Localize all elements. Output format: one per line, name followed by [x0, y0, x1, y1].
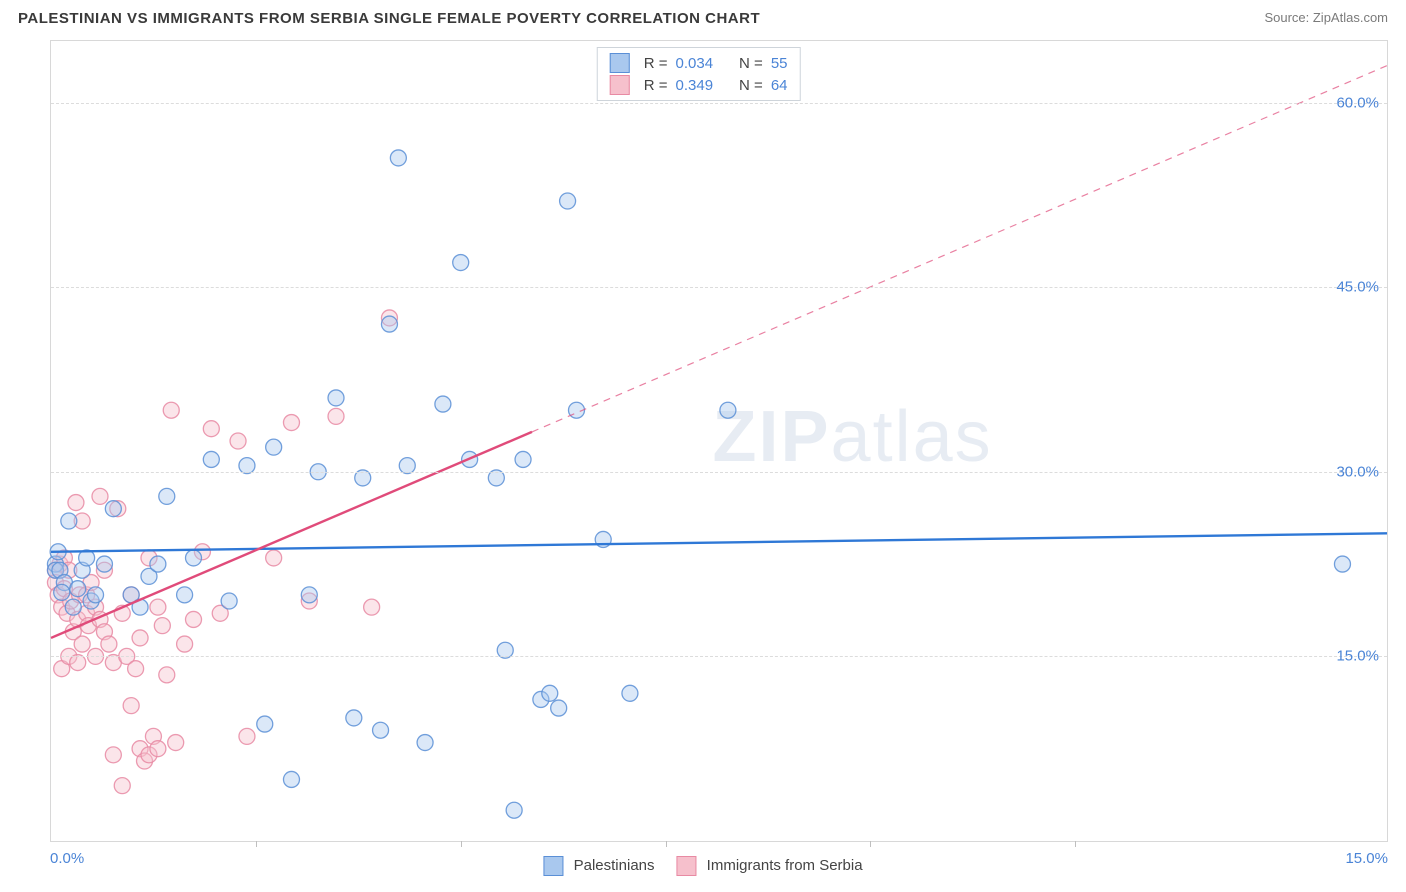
r-value: 0.034	[676, 55, 714, 72]
swatch-pink	[610, 75, 630, 95]
legend-stats-row: R = 0.349 N = 64	[610, 74, 788, 96]
legend-series: Palestinians Immigrants from Serbia	[543, 856, 862, 876]
y-tick-label: 30.0%	[1336, 463, 1379, 480]
r-value: 0.349	[676, 77, 714, 94]
scatter-plot: ZIPatlas R = 0.034 N = 55 R = 0.349 N = …	[50, 40, 1388, 842]
legend-item: Palestinians	[543, 856, 654, 876]
r-label: R =	[644, 77, 668, 94]
legend-stats: R = 0.034 N = 55 R = 0.349 N = 64	[597, 47, 801, 101]
n-label: N =	[739, 55, 763, 72]
legend-stats-row: R = 0.034 N = 55	[610, 52, 788, 74]
swatch-blue	[610, 53, 630, 73]
swatch-pink	[677, 856, 697, 876]
x-max-label: 15.0%	[1345, 850, 1388, 867]
legend-item: Immigrants from Serbia	[677, 856, 863, 876]
x-min-label: 0.0%	[50, 850, 84, 867]
plot-area: Single Female Poverty ZIPatlas R = 0.034…	[50, 40, 1388, 842]
series-label: Immigrants from Serbia	[707, 857, 863, 874]
y-tick-label: 60.0%	[1336, 94, 1379, 111]
n-value: 55	[771, 55, 788, 72]
r-label: R =	[644, 55, 668, 72]
n-label: N =	[739, 77, 763, 94]
source-label: Source: ZipAtlas.com	[1264, 10, 1388, 25]
n-value: 64	[771, 77, 788, 94]
chart-title: PALESTINIAN VS IMMIGRANTS FROM SERBIA SI…	[18, 10, 760, 27]
plot-svg	[51, 41, 1387, 841]
y-tick-label: 45.0%	[1336, 279, 1379, 296]
swatch-blue	[543, 856, 563, 876]
y-tick-label: 15.0%	[1336, 648, 1379, 665]
series-label: Palestinians	[574, 857, 655, 874]
